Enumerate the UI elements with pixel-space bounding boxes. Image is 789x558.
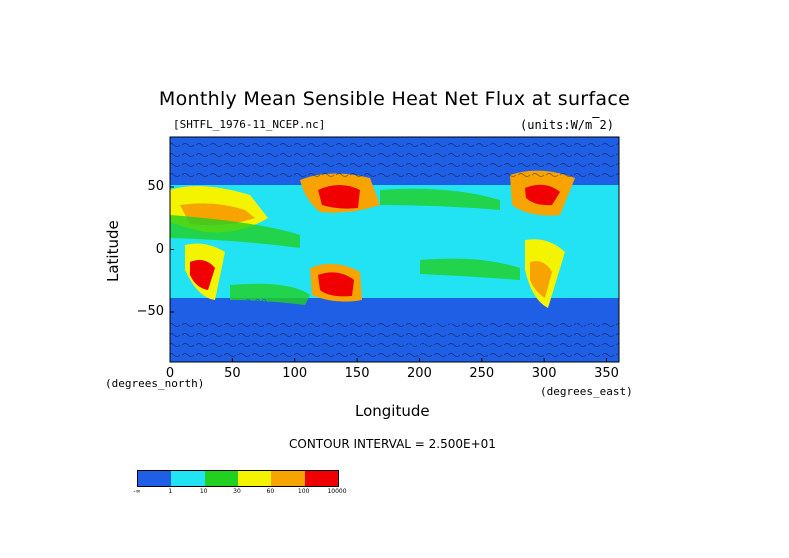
- south-america-hot-region: [530, 261, 552, 298]
- y-axis-ticks: [170, 186, 174, 313]
- y-units-label: (degrees_north): [105, 377, 205, 390]
- contour-label: 0.00: [569, 302, 591, 313]
- x-tick-label: 250: [469, 366, 495, 381]
- contour-label: 0.00: [575, 319, 597, 330]
- colorbar-tick-label: -∞: [133, 488, 141, 495]
- north-pacific-band: [380, 188, 500, 210]
- y-axis-label: Latitude: [104, 220, 122, 282]
- tropical-band: [170, 215, 300, 248]
- colorbar-tick-label: 1: [168, 488, 173, 495]
- colorbar-tick-label: 30: [233, 488, 241, 495]
- colorbar-swatch: [304, 471, 338, 486]
- x-tick-label: 0: [165, 366, 175, 381]
- colorbar-tick-label: 10: [199, 488, 208, 495]
- colorbar-tick-label: 100: [297, 488, 310, 495]
- contour-label: 0.00: [407, 342, 429, 353]
- colorbar-tick-label: 10000: [327, 488, 347, 495]
- antarctic-contours: [170, 320, 619, 362]
- y-tick-label: 50: [147, 179, 164, 194]
- x-axis-ticks: [169, 358, 608, 362]
- colorbar-swatch: [271, 471, 305, 486]
- north-america-hot-region: [525, 184, 560, 206]
- arctic-contours: [170, 137, 619, 177]
- colorbar-swatch: [171, 471, 205, 486]
- contour-label: 0.00: [245, 298, 267, 309]
- south-pacific-band: [420, 258, 520, 280]
- colorbar-swatch: [204, 471, 238, 486]
- colorbar-tick-label: 60: [266, 488, 275, 495]
- y-tick-label: −50: [136, 304, 164, 319]
- x-tick-label: 100: [282, 366, 308, 381]
- x-tick-label: 150: [344, 366, 370, 381]
- dataset-label: [SHTFL_1976-11_NCEP.nc]: [173, 118, 326, 131]
- contour-interval-label: CONTOUR INTERVAL = 2.500E+01: [289, 437, 496, 451]
- southern-africa-hot-region: [190, 260, 215, 290]
- contour-label: 0.00: [432, 317, 454, 328]
- indian-ocean-band: [230, 283, 310, 305]
- x-tick-label: 50: [224, 366, 241, 381]
- x-tick-label: 350: [594, 366, 619, 381]
- colorbar: [137, 470, 339, 487]
- australia-hot-region: [318, 272, 354, 297]
- y-tick-label: 0: [155, 241, 164, 257]
- colorbar-swatch: [238, 471, 272, 486]
- heatmap-field: [170, 137, 619, 362]
- x-tick-label: 300: [531, 366, 557, 381]
- x-tick-label: 200: [407, 366, 432, 381]
- chart-title: Monthly Mean Sensible Heat Net Flux at s…: [158, 88, 631, 110]
- x-units-label: (degrees_east): [540, 385, 633, 398]
- x-axis-label: Longitude: [355, 402, 430, 420]
- colorbar-swatch: [138, 471, 172, 486]
- contour-labels: 0.00 0.00 0.00 0.00 0.00: [245, 298, 598, 353]
- asia-hot-region: [318, 185, 360, 209]
- units-label: (units:W/m 2): [520, 118, 614, 132]
